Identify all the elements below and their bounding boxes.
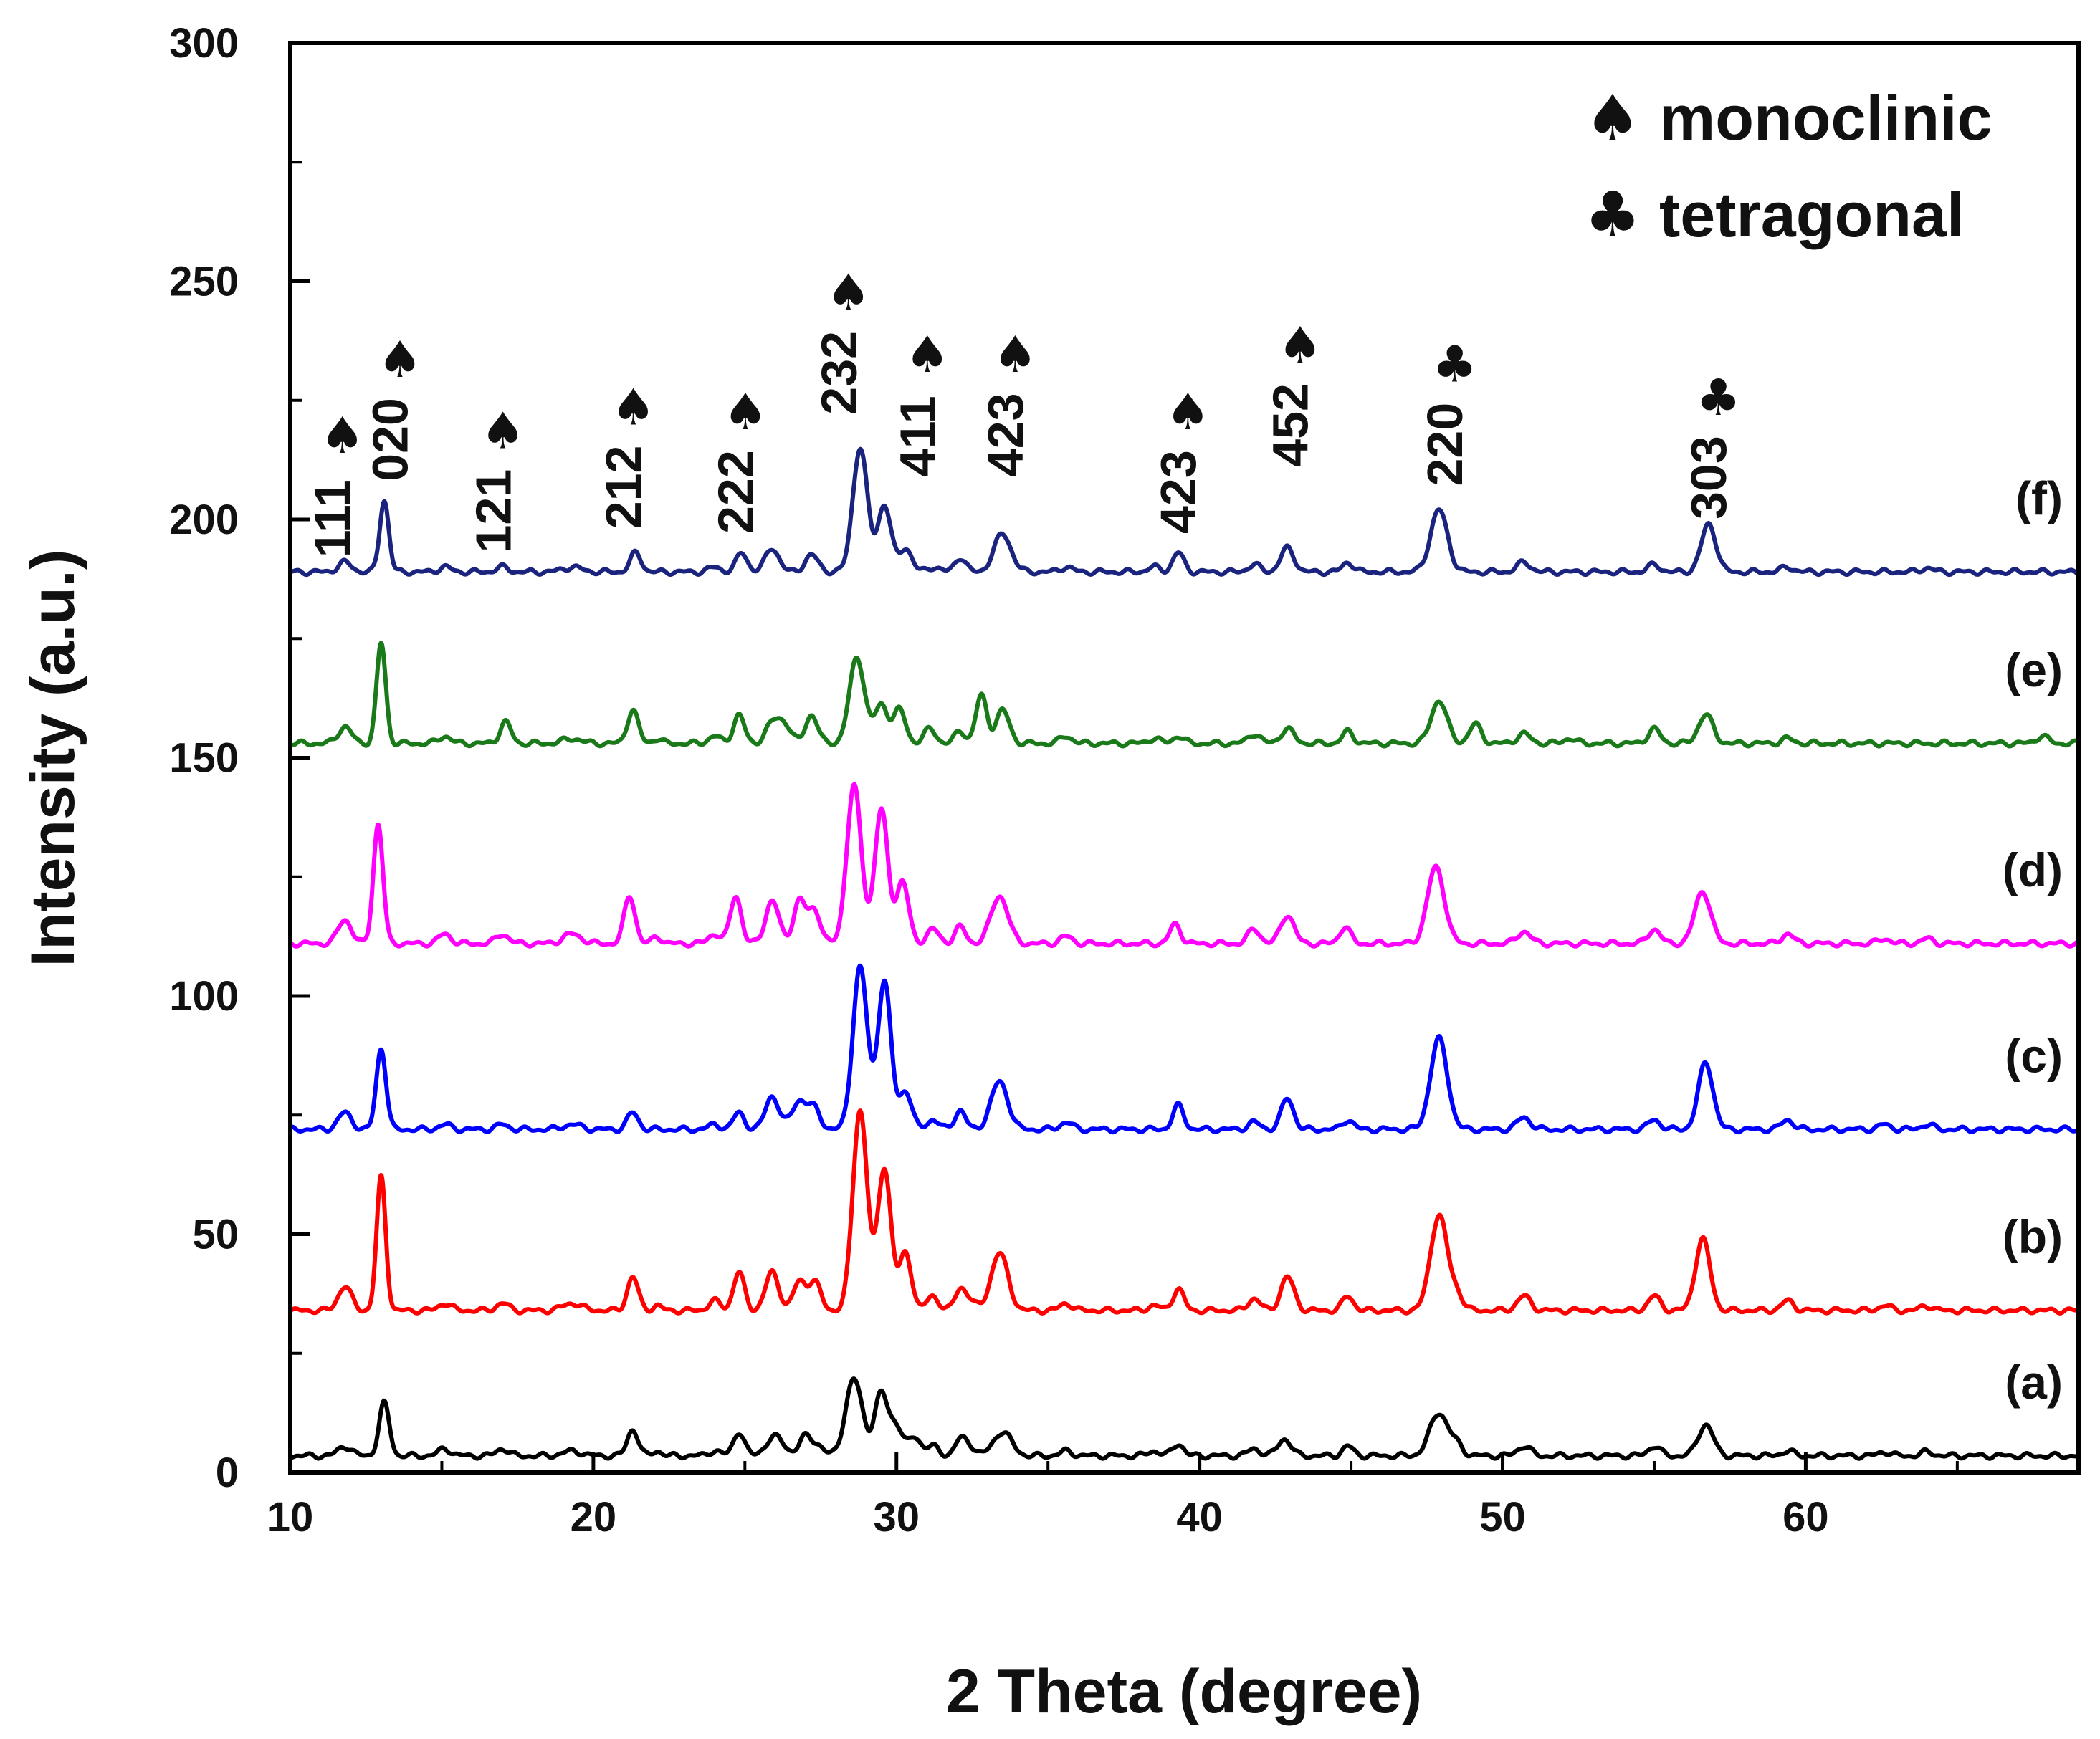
peak-annotation: 411 ♠ <box>889 325 950 476</box>
x-tick-label: 20 <box>571 1494 617 1541</box>
peak-annotation: 423 ♠ <box>978 325 1038 476</box>
monoclinic-marker-icon: ♠ <box>993 325 1038 384</box>
peak-annotation: 452 ♠ <box>1263 316 1323 467</box>
monoclinic-marker-icon: ♠ <box>1165 383 1211 441</box>
x-tick-label: 40 <box>1176 1494 1223 1541</box>
tetragonal-marker-icon: ♣ <box>1432 335 1477 394</box>
x-axis-title: 2 Theta (degree) <box>946 1657 1422 1726</box>
series-line-f <box>290 446 2081 578</box>
monoclinic-marker-icon: ♠ <box>611 378 656 436</box>
series-label-e: (e) <box>2005 643 2063 696</box>
tetragonal-marker-icon: ♣ <box>1696 368 1741 427</box>
x-tick-label: 10 <box>267 1494 314 1541</box>
peak-annotation: 020 ♠ <box>363 330 423 482</box>
peak-hkl-label: 452 <box>1263 383 1319 467</box>
peak-hkl-label: 423 <box>1150 450 1206 534</box>
tick-group: 10 20 30 40 50 60 0 50 100 150 200 250 300 <box>169 20 1959 1541</box>
legend-tetragonal-symbol: ♣ <box>1585 178 1641 251</box>
peak-hkl-label: 111 <box>305 479 361 557</box>
y-tick-label: 250 <box>169 259 239 305</box>
series-label-f: (f) <box>2015 471 2063 524</box>
y-tick-label: 150 <box>169 735 239 782</box>
y-tick-label: 300 <box>169 20 239 67</box>
peak-annotation: 121 ♠ <box>465 402 525 553</box>
peak-hkl-label: 121 <box>465 469 521 553</box>
series-line-c <box>290 963 2081 1135</box>
peak-annotation: 220 ♣ <box>1417 335 1477 487</box>
y-tick-label: 100 <box>169 973 239 1020</box>
peak-annotation: 423 ♠ <box>1150 383 1211 534</box>
series-label-c: (c) <box>2005 1029 2063 1082</box>
legend-tetragonal-label: tetragonal <box>1659 179 1964 250</box>
y-tick-label: 200 <box>169 497 239 543</box>
series-line-e <box>290 641 2081 749</box>
y-tick-label: 0 <box>216 1450 239 1496</box>
legend-monoclinic-symbol: ♠ <box>1585 81 1641 155</box>
series-label-b: (b) <box>2003 1210 2063 1263</box>
monoclinic-marker-icon: ♠ <box>723 383 768 441</box>
monoclinic-marker-icon: ♠ <box>1278 316 1323 375</box>
peak-hkl-label: 411 <box>889 396 945 476</box>
series-label-d: (d) <box>2003 843 2063 896</box>
peak-hkl-label: 303 <box>1681 436 1737 519</box>
peak-annotation: 222 ♠ <box>708 383 768 534</box>
x-tick-label: 30 <box>874 1494 920 1541</box>
series-line-b <box>290 1108 2081 1316</box>
series-line-a <box>290 1376 2081 1461</box>
series-label-a: (a) <box>2005 1356 2063 1409</box>
trace-group <box>290 446 2081 1461</box>
peak-hkl-label: 020 <box>363 398 419 482</box>
legend: ♠ monoclinic ♣ tetragonal <box>1585 81 1992 251</box>
monoclinic-marker-icon: ♠ <box>320 406 365 465</box>
monoclinic-marker-icon: ♠ <box>378 330 423 389</box>
trace-label-group: (a) (b) (c) (d) (e) (f) <box>2003 471 2063 1409</box>
x-tick-label: 60 <box>1782 1494 1829 1541</box>
peak-hkl-label: 220 <box>1417 403 1473 487</box>
peak-hkl-label: 232 <box>811 331 867 415</box>
peak-annotation: 212 ♠ <box>596 378 656 529</box>
y-tick-label: 50 <box>192 1212 239 1258</box>
x-tick-label: 50 <box>1479 1494 1526 1541</box>
peak-annotation: 303 ♣ <box>1681 368 1741 519</box>
peak-annotation: 232 ♠ <box>811 264 871 415</box>
peak-annotation-group: 111♠020♠121♠212♠222♠ 232♠411♠423♠423♠ 452♠… <box>305 264 1741 558</box>
monoclinic-marker-icon: ♠ <box>905 325 950 384</box>
peak-hkl-label: 222 <box>708 450 764 534</box>
legend-monoclinic-label: monoclinic <box>1659 82 1992 153</box>
monoclinic-marker-icon: ♠ <box>480 402 525 461</box>
peak-hkl-label: 423 <box>978 393 1034 476</box>
peak-annotation: 111 ♠ <box>305 406 365 557</box>
series-line-d <box>290 782 2081 949</box>
monoclinic-marker-icon: ♠ <box>826 264 871 322</box>
peak-hkl-label: 212 <box>596 446 652 530</box>
y-axis-title: Intensity (a.u.) <box>19 550 87 967</box>
